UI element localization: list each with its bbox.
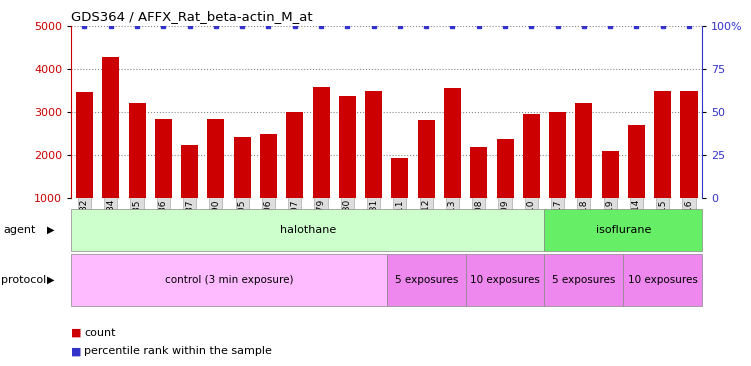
Bar <box>575 103 593 241</box>
Bar <box>365 91 382 241</box>
Bar <box>155 119 172 241</box>
Text: ▶: ▶ <box>47 225 55 235</box>
Bar <box>549 112 566 241</box>
Bar <box>680 92 698 241</box>
Bar <box>387 254 466 306</box>
Text: isoflurane: isoflurane <box>596 225 651 235</box>
Bar <box>470 147 487 241</box>
Bar <box>391 158 409 241</box>
Bar <box>654 90 671 241</box>
Text: 5 exposures: 5 exposures <box>394 275 458 285</box>
Bar <box>260 134 277 241</box>
Bar <box>418 120 435 241</box>
Bar <box>602 151 619 241</box>
Text: protocol: protocol <box>1 275 46 285</box>
Text: halothane: halothane <box>280 225 336 235</box>
Bar <box>181 145 198 241</box>
Text: percentile rank within the sample: percentile rank within the sample <box>84 346 272 356</box>
Text: 10 exposures: 10 exposures <box>628 275 698 285</box>
Bar <box>128 103 146 241</box>
Bar <box>466 254 544 306</box>
Text: ▶: ▶ <box>47 275 55 285</box>
Text: agent: agent <box>4 225 36 235</box>
Bar <box>623 254 702 306</box>
Text: control (3 min exposure): control (3 min exposure) <box>164 275 294 285</box>
Bar <box>496 139 514 241</box>
Text: ■: ■ <box>71 328 82 338</box>
Bar <box>286 112 303 241</box>
Bar <box>628 124 645 241</box>
Bar <box>544 209 702 251</box>
Text: GDS364 / AFFX_Rat_beta-actin_M_at: GDS364 / AFFX_Rat_beta-actin_M_at <box>71 10 313 23</box>
Bar <box>523 114 540 241</box>
Bar <box>71 209 544 251</box>
Text: 10 exposures: 10 exposures <box>470 275 540 285</box>
Text: ■: ■ <box>71 346 82 356</box>
Text: 5 exposures: 5 exposures <box>552 275 616 285</box>
Bar <box>102 57 119 241</box>
Bar <box>312 87 330 241</box>
Bar <box>544 254 623 306</box>
Bar <box>444 88 461 241</box>
Bar <box>207 119 225 241</box>
Bar <box>76 92 93 241</box>
Bar <box>234 137 251 241</box>
Bar <box>339 96 356 241</box>
Bar <box>71 254 387 306</box>
Text: count: count <box>84 328 116 338</box>
